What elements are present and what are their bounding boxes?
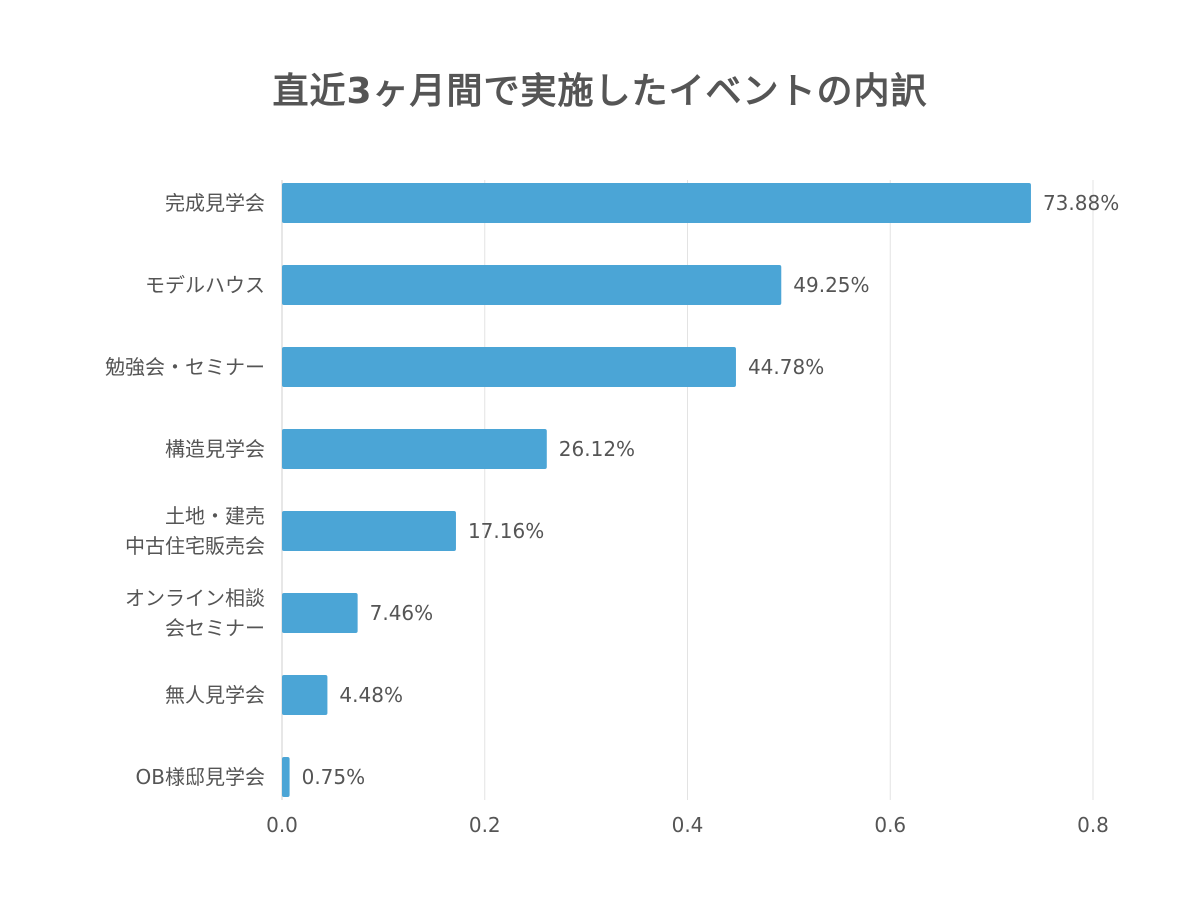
chart-title: 直近3ヶ月間で実施したイベントの内訳	[272, 71, 928, 112]
category-label: 完成見学会	[165, 191, 265, 215]
bar	[282, 757, 290, 797]
bar	[282, 511, 456, 551]
x-tick-label: 0.0	[266, 813, 298, 837]
data-label: 4.48%	[339, 683, 403, 707]
data-label: 17.16%	[468, 519, 544, 543]
x-tick-label: 0.4	[672, 813, 704, 837]
category-label: モデルハウス	[145, 273, 265, 297]
data-label: 26.12%	[559, 437, 635, 461]
x-tick-label: 0.2	[469, 813, 501, 837]
category-label: 構造見学会	[165, 437, 265, 461]
bar	[282, 675, 328, 715]
data-label: 7.46%	[370, 601, 434, 625]
data-label: 49.25%	[793, 273, 869, 297]
x-tick-label: 0.6	[874, 813, 906, 837]
data-label: 0.75%	[302, 765, 366, 789]
data-label: 73.88%	[1043, 191, 1119, 215]
category-label: OB様邸見学会	[136, 765, 265, 789]
bar	[282, 265, 782, 305]
category-label: 土地・建売中古住宅販売会	[125, 504, 265, 558]
x-tick-label: 0.8	[1077, 813, 1109, 837]
category-label: オンライン相談会セミナー	[125, 586, 265, 640]
category-label: 無人見学会	[165, 683, 265, 707]
category-label: 勉強会・セミナー	[105, 355, 265, 379]
bar	[282, 429, 547, 469]
bar	[282, 347, 736, 387]
bar	[282, 593, 358, 633]
bar	[282, 183, 1031, 223]
data-label: 44.78%	[748, 355, 824, 379]
